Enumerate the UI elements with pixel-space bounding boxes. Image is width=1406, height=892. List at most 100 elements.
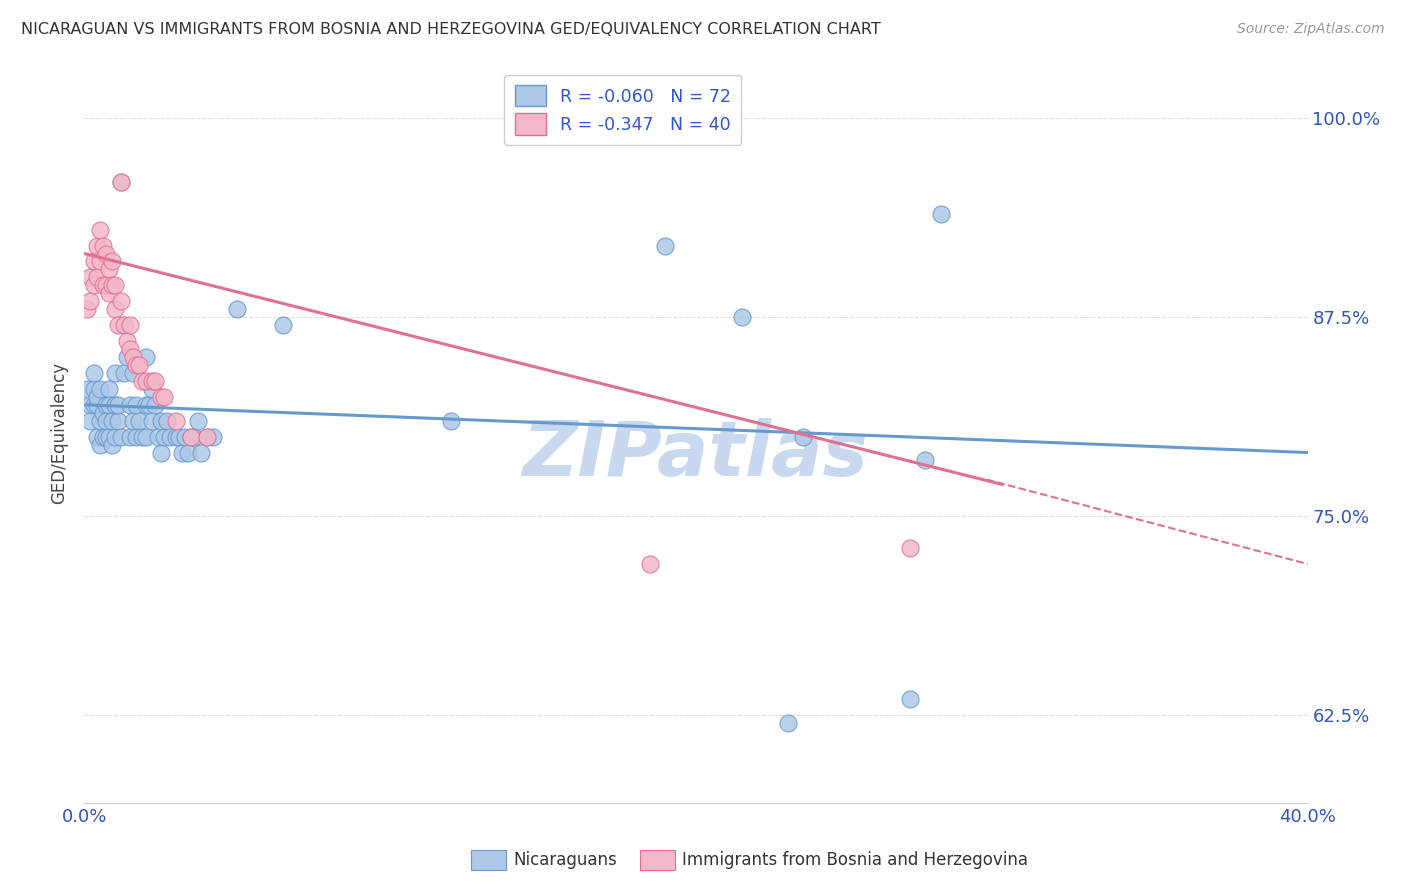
- Point: [86, 238, 108, 252]
- Text: Immigrants from Bosnia and Herzegovina: Immigrants from Bosnia and Herzegovina: [682, 851, 1028, 869]
- Point: [120, 342, 142, 356]
- Point: [104, 302, 127, 317]
- Point: [76, 382, 98, 396]
- Point: [149, 445, 172, 459]
- Point: [638, 557, 661, 571]
- Point: [101, 278, 124, 293]
- Point: [83, 366, 105, 380]
- Point: [898, 692, 921, 706]
- Text: Nicaraguans: Nicaraguans: [513, 851, 617, 869]
- Point: [226, 302, 249, 317]
- Point: [110, 429, 132, 443]
- Point: [115, 334, 138, 348]
- Point: [156, 414, 179, 428]
- Point: [143, 398, 166, 412]
- Point: [125, 358, 148, 372]
- Point: [120, 318, 142, 333]
- Point: [141, 374, 163, 388]
- Point: [138, 398, 160, 412]
- Point: [110, 175, 132, 189]
- Point: [195, 429, 218, 443]
- Point: [929, 207, 952, 221]
- Point: [97, 262, 120, 277]
- Point: [79, 294, 101, 309]
- Point: [89, 222, 111, 236]
- Point: [131, 374, 153, 388]
- Point: [186, 414, 208, 428]
- Point: [83, 398, 105, 412]
- Point: [167, 429, 190, 443]
- Point: [165, 414, 187, 428]
- Point: [120, 429, 142, 443]
- Point: [107, 318, 129, 333]
- Y-axis label: GED/Equivalency: GED/Equivalency: [51, 361, 69, 504]
- Point: [110, 175, 132, 189]
- Point: [104, 398, 127, 412]
- Point: [76, 302, 98, 317]
- Point: [135, 374, 157, 388]
- Point: [107, 414, 129, 428]
- Point: [792, 429, 814, 443]
- Text: Source: ZipAtlas.com: Source: ZipAtlas.com: [1237, 22, 1385, 37]
- Point: [86, 429, 108, 443]
- Point: [177, 445, 200, 459]
- Point: [122, 414, 145, 428]
- Point: [97, 398, 120, 412]
- Point: [107, 398, 129, 412]
- Point: [131, 429, 153, 443]
- Point: [94, 246, 117, 260]
- Point: [97, 429, 120, 443]
- Text: ZIPatlas: ZIPatlas: [523, 417, 869, 491]
- Point: [654, 238, 676, 252]
- Point: [135, 398, 157, 412]
- Point: [190, 445, 212, 459]
- Point: [101, 254, 124, 268]
- Point: [128, 414, 150, 428]
- Point: [122, 366, 145, 380]
- Point: [104, 366, 127, 380]
- Point: [146, 429, 169, 443]
- Point: [104, 278, 127, 293]
- Point: [153, 429, 176, 443]
- Point: [159, 429, 181, 443]
- Point: [91, 278, 114, 293]
- Point: [180, 429, 202, 443]
- Point: [79, 270, 101, 285]
- Point: [101, 414, 124, 428]
- Point: [97, 382, 120, 396]
- Point: [83, 254, 105, 268]
- Point: [174, 429, 197, 443]
- Point: [898, 541, 921, 555]
- Point: [125, 398, 148, 412]
- Point: [271, 318, 294, 333]
- Point: [128, 358, 150, 372]
- Point: [97, 286, 120, 301]
- Point: [110, 294, 132, 309]
- Point: [731, 310, 754, 325]
- Point: [94, 278, 117, 293]
- Point: [104, 429, 127, 443]
- Point: [172, 445, 194, 459]
- Point: [112, 318, 135, 333]
- Point: [776, 716, 799, 731]
- Point: [91, 429, 114, 443]
- Point: [94, 429, 117, 443]
- Point: [91, 406, 114, 420]
- Point: [141, 414, 163, 428]
- Point: [135, 429, 157, 443]
- Point: [141, 382, 163, 396]
- Point: [914, 453, 936, 467]
- Point: [195, 429, 218, 443]
- Legend: R = -0.060   N = 72, R = -0.347   N = 40: R = -0.060 N = 72, R = -0.347 N = 40: [505, 75, 741, 145]
- Point: [120, 398, 142, 412]
- Point: [86, 270, 108, 285]
- Point: [125, 429, 148, 443]
- Point: [183, 429, 205, 443]
- Point: [86, 390, 108, 404]
- Point: [112, 318, 135, 333]
- Point: [101, 437, 124, 451]
- Point: [83, 382, 105, 396]
- Point: [89, 437, 111, 451]
- Point: [91, 238, 114, 252]
- Point: [135, 350, 157, 364]
